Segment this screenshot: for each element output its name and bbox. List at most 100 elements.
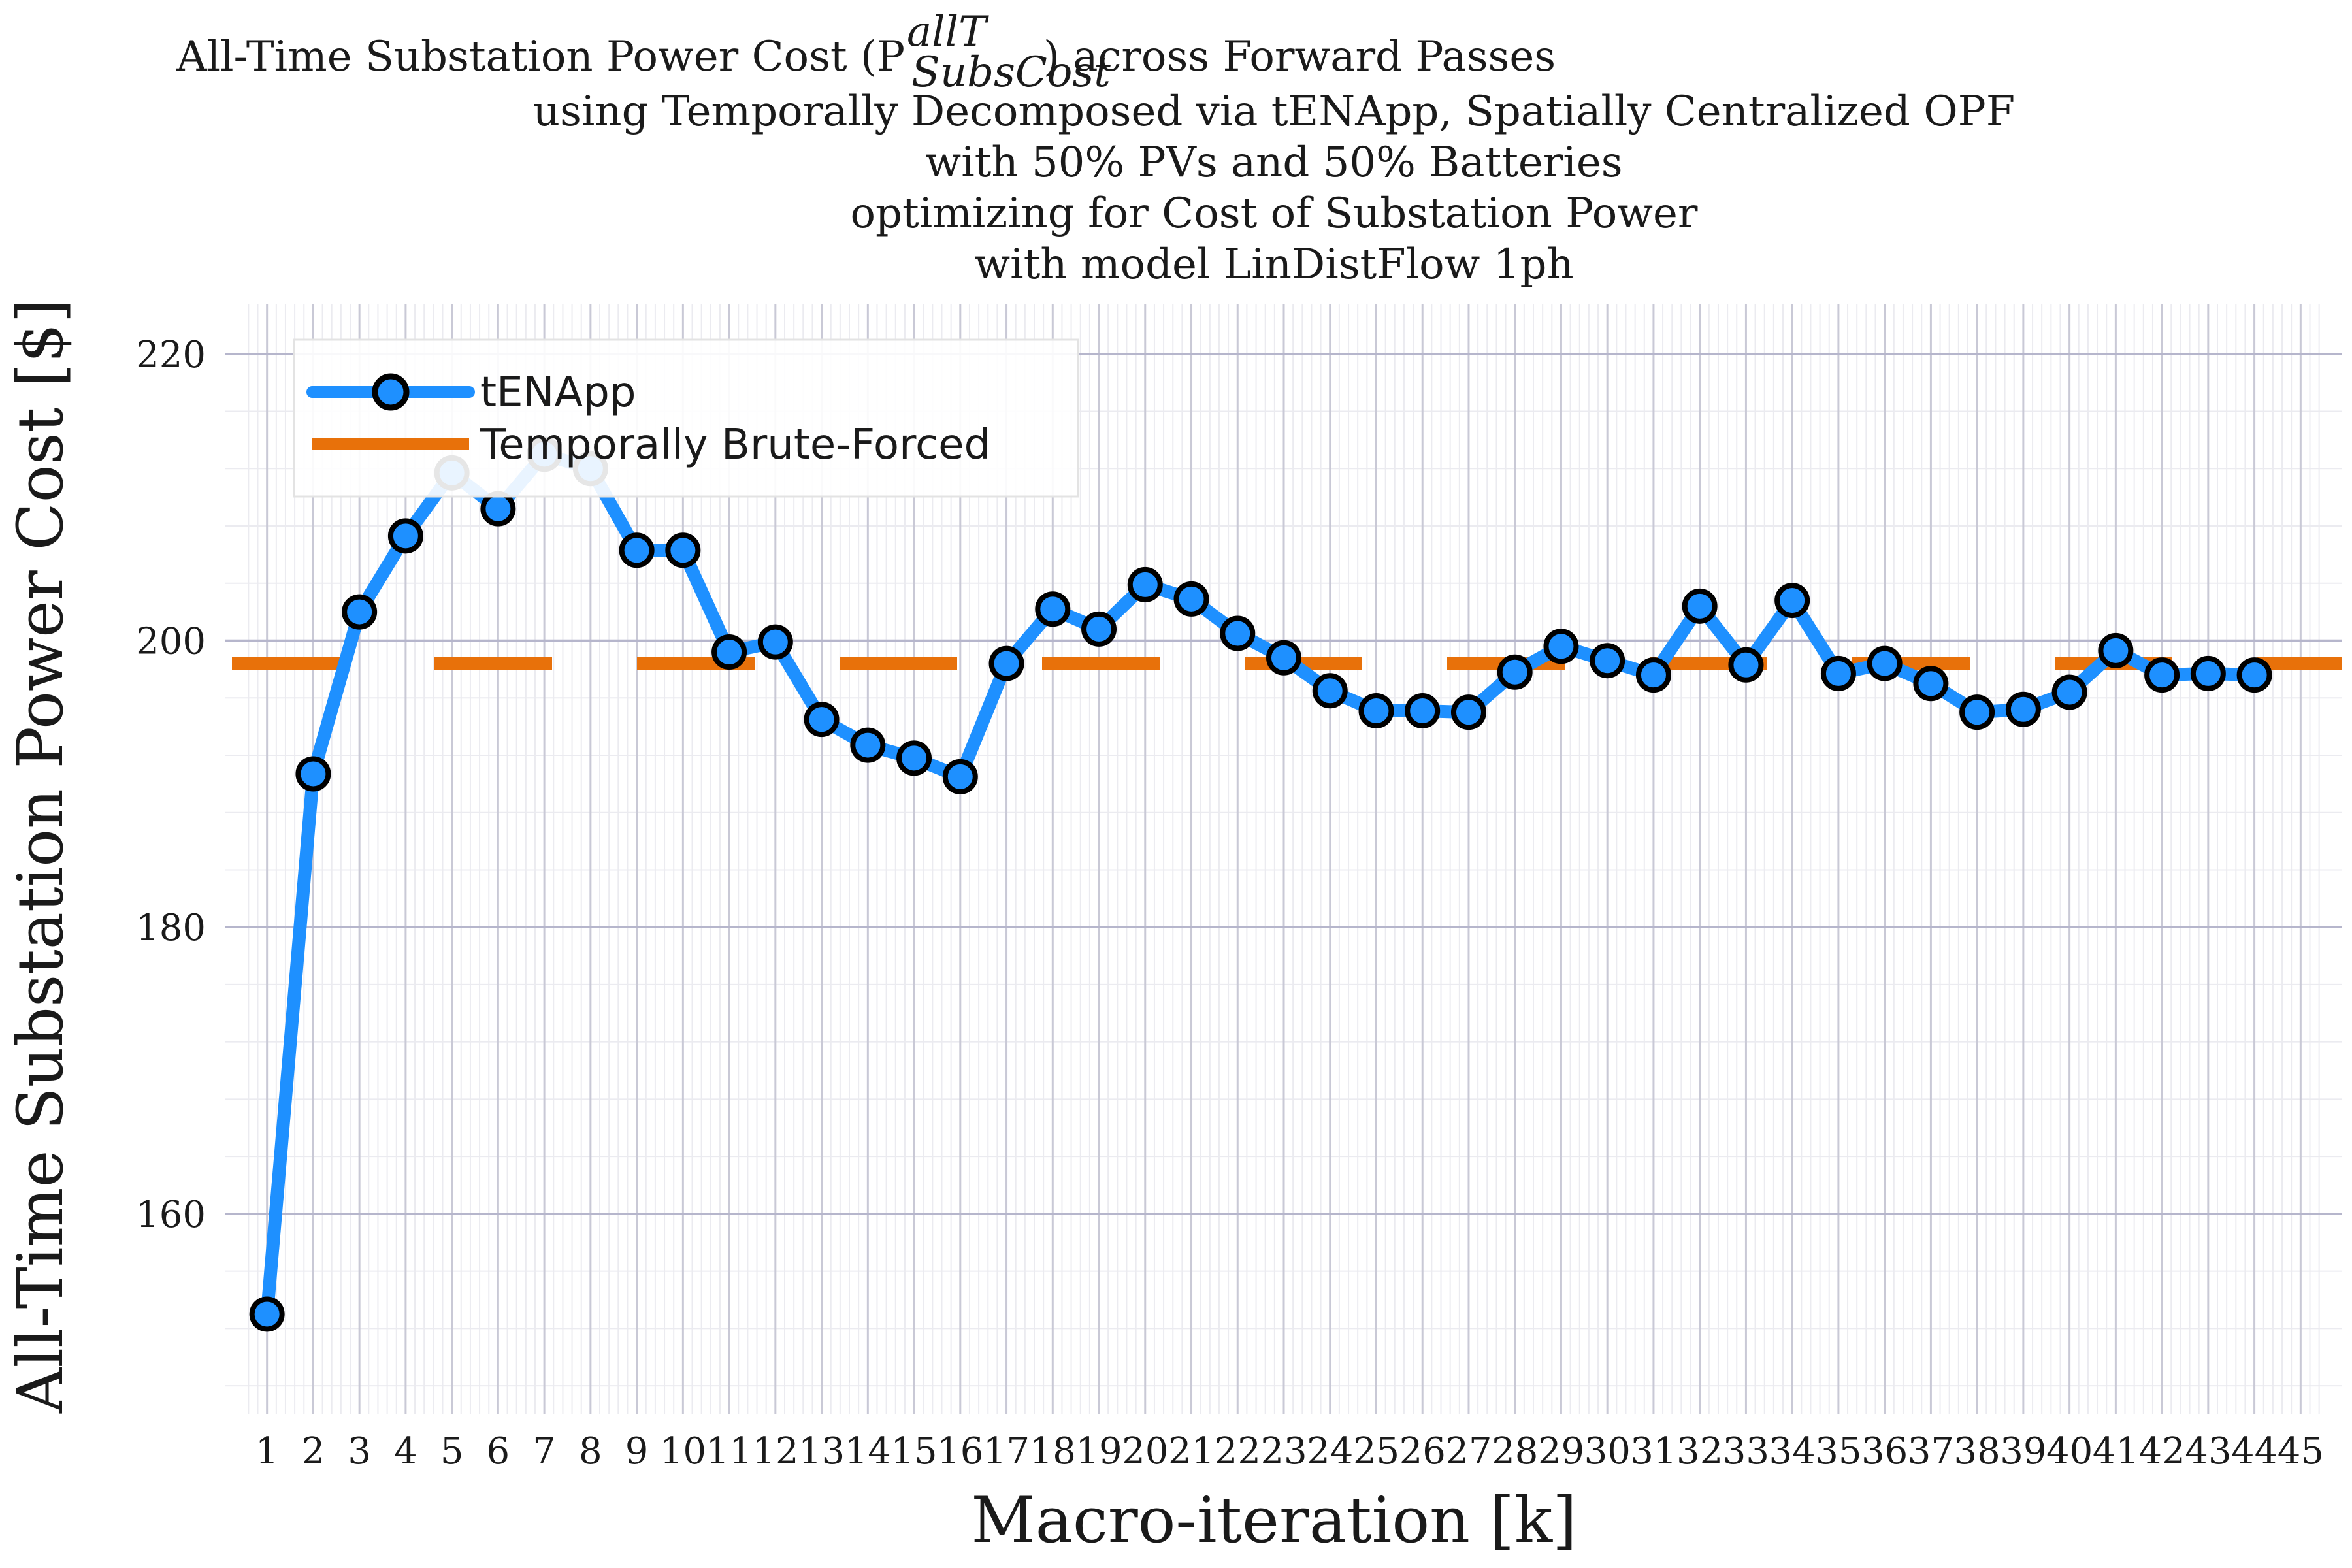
series-tenapp-point bbox=[2144, 657, 2180, 693]
x-tick-label: 15 bbox=[890, 1430, 937, 1473]
x-tick-label: 27 bbox=[1445, 1430, 1492, 1473]
series-tenapp-point bbox=[1497, 654, 1533, 690]
series-tenapp-point bbox=[1867, 645, 1903, 681]
x-tick-label: 12 bbox=[752, 1430, 798, 1473]
title-line-1: All-Time Substation Power Cost (P bbox=[176, 33, 905, 81]
title-symbol-superscript: allT bbox=[907, 8, 989, 56]
x-tick-label: 1 bbox=[255, 1430, 279, 1473]
series-tenapp-point bbox=[1405, 693, 1441, 728]
series-tenapp-point bbox=[1590, 643, 1625, 679]
x-tick-label: 5 bbox=[440, 1430, 464, 1473]
x-tick-label: 33 bbox=[1723, 1430, 1769, 1473]
x-tick-label: 21 bbox=[1168, 1430, 1215, 1473]
y-tick-label: 200 bbox=[136, 620, 206, 662]
series-tenapp-point bbox=[896, 740, 932, 776]
x-tick-label: 16 bbox=[937, 1430, 983, 1473]
series-tenapp-point bbox=[1728, 647, 1764, 683]
series-tenapp-point bbox=[1959, 694, 1995, 730]
x-tick-label: 26 bbox=[1399, 1430, 1446, 1473]
series-tenapp-point bbox=[2051, 674, 2087, 710]
x-tick-label: 34 bbox=[1769, 1430, 1816, 1473]
title-line-5: with model LinDistFlow 1ph bbox=[974, 240, 1573, 289]
x-tick-label: 6 bbox=[487, 1430, 510, 1473]
series-tenapp-point bbox=[2236, 657, 2272, 693]
series-tenapp-point bbox=[757, 624, 793, 660]
series-tenapp-point bbox=[1913, 666, 1949, 702]
series-tenapp-point bbox=[988, 645, 1024, 681]
x-tick-label: 17 bbox=[983, 1430, 1030, 1473]
series-tenapp-point bbox=[1450, 694, 1486, 730]
y-tick-label: 160 bbox=[136, 1194, 206, 1236]
chart-title: All-Time Substation Power Cost (P allT S… bbox=[176, 8, 2015, 289]
y-tick-label: 180 bbox=[136, 907, 206, 949]
x-tick-label: 7 bbox=[532, 1430, 556, 1473]
x-tick-labels: 1 2 3 4 5 6 7 8 9 10 11 12 13 14 15 16 17 18 19 20 21 22 23 24 2… bbox=[255, 1430, 2324, 1473]
series-tenapp-point bbox=[1820, 655, 1856, 691]
series-tenapp-point bbox=[295, 756, 331, 792]
series-tenapp-point bbox=[1774, 583, 1810, 619]
x-tick-label: 2 bbox=[302, 1430, 325, 1473]
series-tenapp-point bbox=[1266, 640, 1301, 676]
series-tenapp-point bbox=[711, 634, 747, 670]
x-tick-label: 10 bbox=[660, 1430, 706, 1473]
series-tenapp-point bbox=[942, 759, 978, 794]
series-tenapp-point bbox=[342, 594, 378, 630]
x-tick-label: 44 bbox=[2231, 1430, 2278, 1473]
x-tick-label: 37 bbox=[1908, 1430, 1954, 1473]
series-tenapp-point bbox=[2005, 691, 2041, 727]
x-tick-label: 11 bbox=[706, 1430, 752, 1473]
x-tick-label: 43 bbox=[2185, 1430, 2231, 1473]
series-tenapp-point bbox=[1358, 693, 1394, 728]
x-tick-label: 45 bbox=[2278, 1430, 2324, 1473]
x-tick-label: 30 bbox=[1584, 1430, 1631, 1473]
title-line-2: using Temporally Decomposed via tENApp, … bbox=[533, 88, 2015, 136]
series-tenapp-point bbox=[1081, 611, 1117, 647]
series-tenapp-point bbox=[665, 532, 701, 568]
series-tenapp-point bbox=[619, 532, 655, 568]
series-tenapp-point bbox=[1543, 629, 1579, 664]
legend-tenapp-marker bbox=[372, 373, 410, 411]
title-line-4: optimizing for Cost of Substation Power bbox=[851, 189, 1698, 238]
series-tenapp-point bbox=[249, 1296, 285, 1332]
x-tick-label: 39 bbox=[2000, 1430, 2046, 1473]
series-tenapp-point bbox=[1682, 588, 1718, 624]
x-tick-label: 8 bbox=[579, 1430, 602, 1473]
series-tenapp-point bbox=[1035, 591, 1071, 627]
series-tenapp-point bbox=[2098, 632, 2134, 668]
series-tenapp-point bbox=[1220, 615, 1256, 651]
x-tick-label: 3 bbox=[348, 1430, 371, 1473]
title-symbol-subscript: SubsCost bbox=[911, 48, 1111, 97]
x-tick-label: 36 bbox=[1861, 1430, 1908, 1473]
series-tenapp-point bbox=[1173, 581, 1209, 617]
series-tenapp-point bbox=[387, 518, 423, 554]
x-tick-label: 24 bbox=[1307, 1430, 1353, 1473]
series-tenapp-point bbox=[1312, 673, 1348, 709]
x-tick-label: 18 bbox=[1030, 1430, 1076, 1473]
x-tick-label: 14 bbox=[845, 1430, 891, 1473]
x-tick-label: 32 bbox=[1676, 1430, 1723, 1473]
x-tick-label: 42 bbox=[2138, 1430, 2185, 1473]
series-tenapp-point bbox=[480, 491, 516, 527]
legend-bruteforce-label: Temporally Brute-Forced bbox=[480, 421, 990, 469]
x-tick-label: 23 bbox=[1260, 1430, 1307, 1473]
series-tenapp-point bbox=[1635, 657, 1671, 693]
series-tenapp-point bbox=[1127, 566, 1163, 602]
series-tenapp-point bbox=[850, 727, 886, 763]
x-tick-label: 20 bbox=[1122, 1430, 1168, 1473]
x-tick-label: 35 bbox=[1815, 1430, 1861, 1473]
x-tick-label: 22 bbox=[1215, 1430, 1261, 1473]
x-axis-label: Macro-iteration [k] bbox=[971, 1484, 1576, 1557]
x-tick-label: 38 bbox=[1954, 1430, 2001, 1473]
title-line-3: with 50% PVs and 50% Batteries bbox=[925, 139, 1622, 187]
x-tick-label: 25 bbox=[1353, 1430, 1399, 1473]
y-tick-labels: 160 180 200 220 bbox=[136, 334, 206, 1236]
x-tick-label: 31 bbox=[1630, 1430, 1676, 1473]
legend-box bbox=[293, 338, 1079, 498]
x-tick-label: 28 bbox=[1492, 1430, 1538, 1473]
series-tenapp-point bbox=[804, 702, 840, 738]
x-tick-label: 40 bbox=[2046, 1430, 2093, 1473]
x-tick-label: 19 bbox=[1075, 1430, 1122, 1473]
title-line-1-suffix: ) across Forward Passes bbox=[1043, 33, 1556, 81]
series-tenapp-point bbox=[2190, 655, 2226, 691]
